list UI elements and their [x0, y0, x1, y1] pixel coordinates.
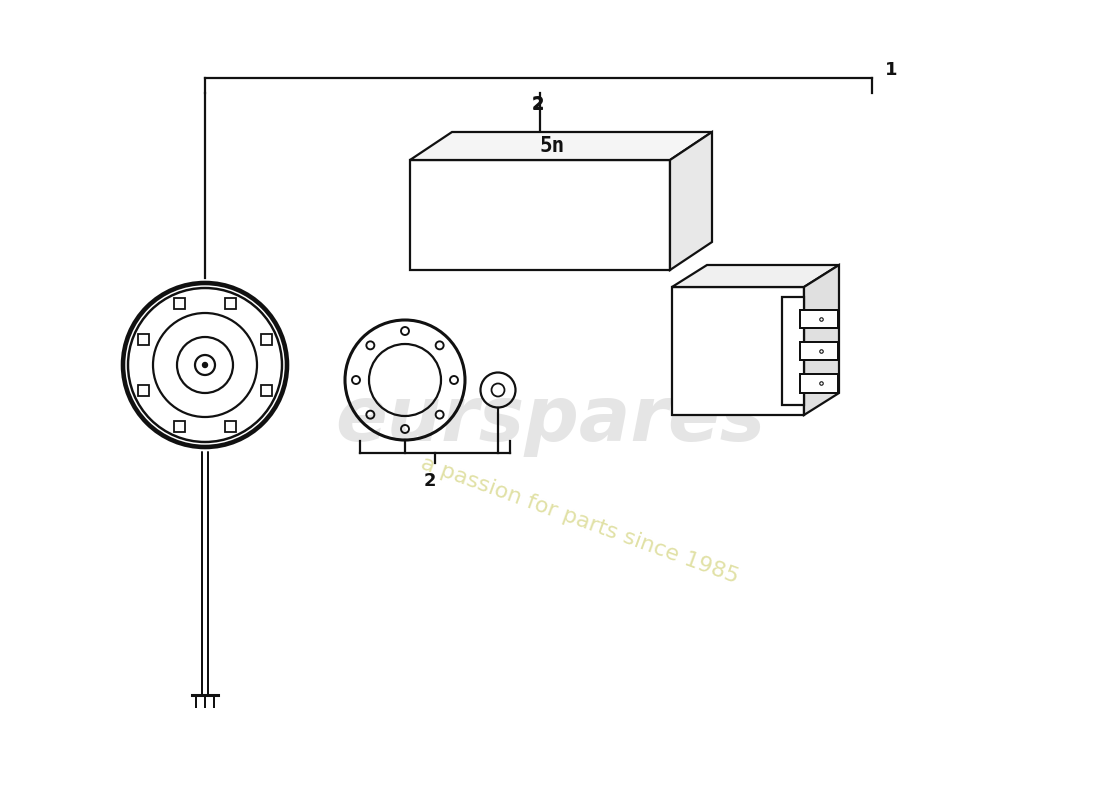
Polygon shape [670, 132, 712, 270]
Polygon shape [800, 342, 838, 361]
Polygon shape [800, 374, 838, 393]
Text: 2: 2 [424, 472, 437, 490]
Polygon shape [138, 334, 148, 345]
Polygon shape [804, 265, 839, 415]
Text: 5n: 5n [540, 136, 565, 156]
Text: 1: 1 [886, 61, 898, 79]
Polygon shape [782, 297, 804, 405]
Text: 2: 2 [531, 95, 544, 113]
Polygon shape [174, 298, 185, 309]
Polygon shape [262, 334, 273, 345]
Polygon shape [800, 310, 838, 329]
Polygon shape [410, 160, 670, 270]
Polygon shape [672, 287, 804, 415]
Polygon shape [174, 422, 185, 432]
Text: 2: 2 [531, 96, 544, 114]
Polygon shape [226, 298, 236, 309]
Text: a passion for parts since 1985: a passion for parts since 1985 [418, 453, 741, 587]
Polygon shape [410, 132, 712, 160]
Polygon shape [226, 422, 236, 432]
Circle shape [202, 362, 208, 367]
Polygon shape [262, 385, 273, 396]
Polygon shape [672, 265, 839, 287]
Text: eurspares: eurspares [334, 383, 766, 457]
Polygon shape [138, 385, 148, 396]
